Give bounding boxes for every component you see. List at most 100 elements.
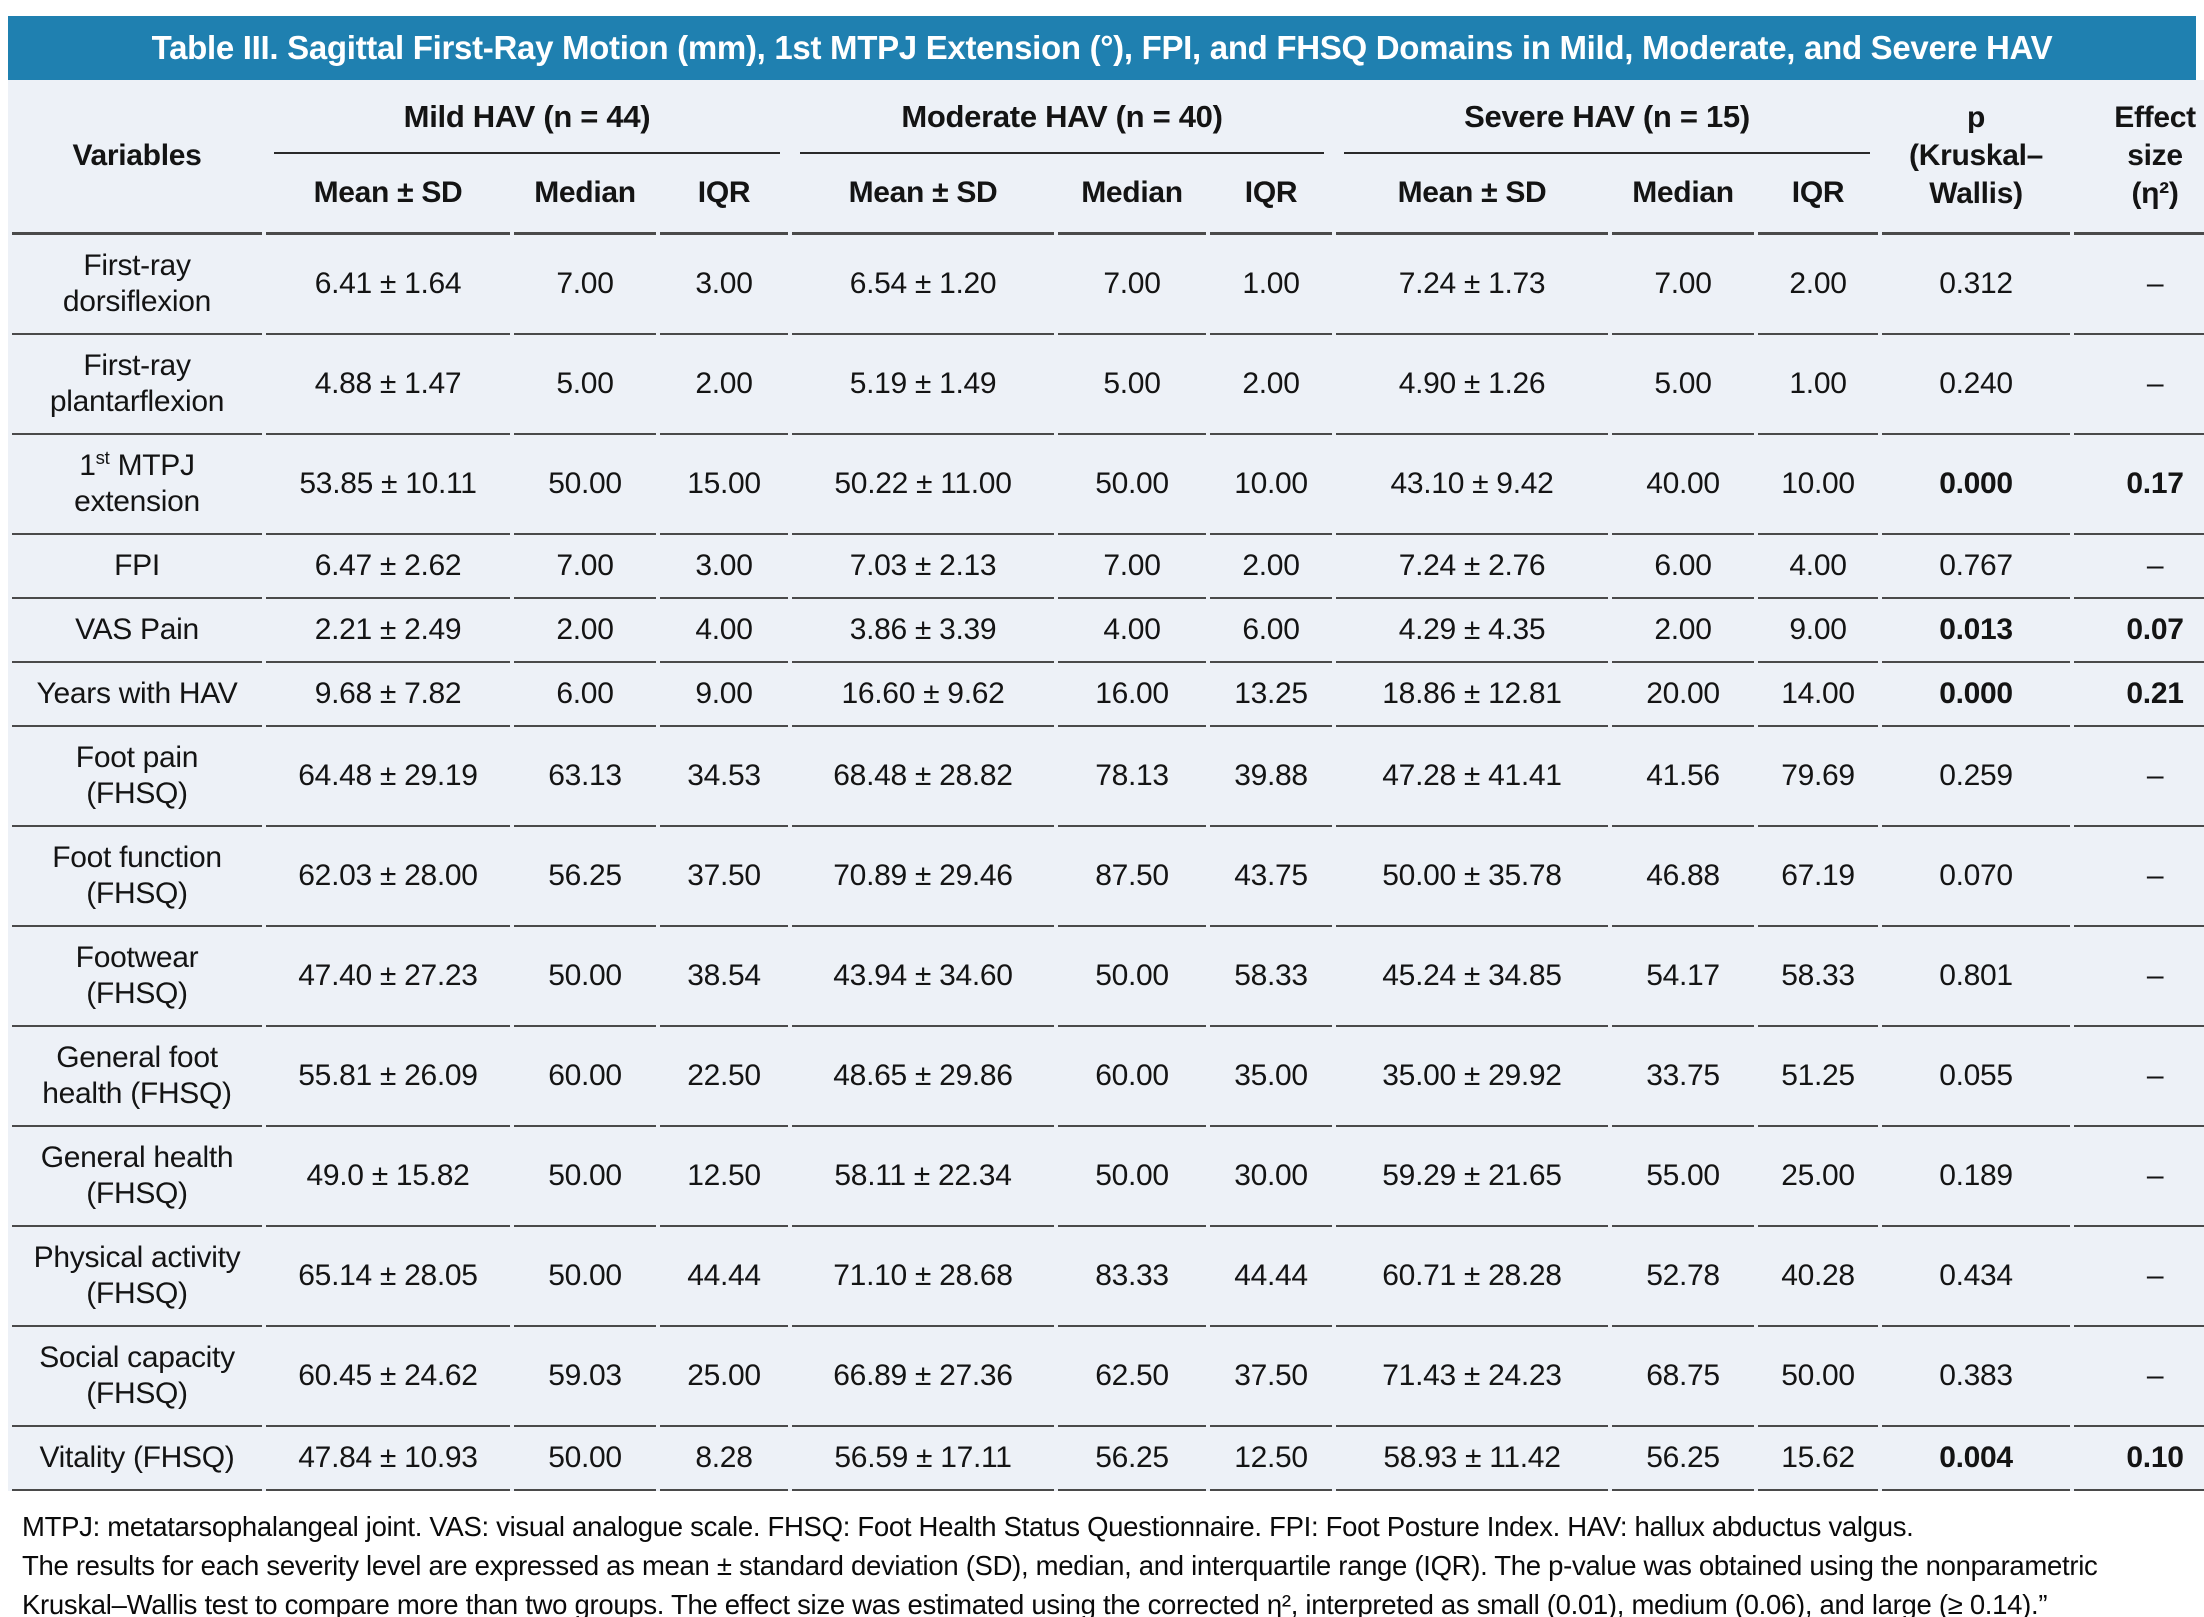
cell-severe-median: 2.00 bbox=[1612, 599, 1754, 663]
cell-severe-mean-sd: 71.43 ± 24.23 bbox=[1336, 1327, 1608, 1427]
table-body: First-ray dorsiflexion 6.41 ± 1.64 7.00 … bbox=[12, 235, 2204, 1491]
cell-mild-iqr: 3.00 bbox=[660, 235, 788, 335]
cell-severe-iqr: 51.25 bbox=[1758, 1027, 1879, 1127]
cell-p-value: 0.070 bbox=[1882, 827, 2071, 927]
cell-mild-median: 2.00 bbox=[514, 599, 656, 663]
group-underline-severe bbox=[1344, 152, 1871, 154]
cell-mild-median: 50.00 bbox=[514, 1427, 656, 1491]
cell-severe-median: 20.00 bbox=[1612, 663, 1754, 727]
cell-severe-median: 54.17 bbox=[1612, 927, 1754, 1027]
cell-effect-size: – bbox=[2074, 1127, 2204, 1227]
cell-mild-iqr: 25.00 bbox=[660, 1327, 788, 1427]
cell-severe-median: 7.00 bbox=[1612, 235, 1754, 335]
cell-severe-median: 68.75 bbox=[1612, 1327, 1754, 1427]
row-variable-label: General foot health (FHSQ) bbox=[12, 1027, 262, 1127]
cell-severe-mean-sd: 58.93 ± 11.42 bbox=[1336, 1427, 1608, 1491]
table-header: Variables Mild HAV (n = 44) Moderate HAV… bbox=[12, 80, 2204, 235]
cell-moderate-mean-sd: 66.89 ± 27.36 bbox=[792, 1327, 1054, 1427]
cell-mild-median: 60.00 bbox=[514, 1027, 656, 1127]
cell-mild-iqr: 37.50 bbox=[660, 827, 788, 927]
table-footnotes: MTPJ: metatarsophalangeal joint. VAS: vi… bbox=[8, 1491, 2196, 1617]
column-header-mild-mean-sd: Mean ± SD bbox=[266, 154, 510, 235]
cell-p-value: 0.801 bbox=[1882, 927, 2071, 1027]
cell-severe-mean-sd: 4.29 ± 4.35 bbox=[1336, 599, 1608, 663]
group-header-moderate: Moderate HAV (n = 40) bbox=[792, 80, 1332, 154]
cell-moderate-iqr: 1.00 bbox=[1210, 235, 1332, 335]
group-header-row: Variables Mild HAV (n = 44) Moderate HAV… bbox=[12, 80, 2204, 235]
cell-mild-mean-sd: 62.03 ± 28.00 bbox=[266, 827, 510, 927]
cell-moderate-median: 7.00 bbox=[1058, 535, 1206, 599]
cell-effect-size: 0.07 bbox=[2074, 599, 2204, 663]
table-row: First-ray plantarflexion 4.88 ± 1.47 5.0… bbox=[12, 335, 2204, 435]
row-variable-label: Physical activity (FHSQ) bbox=[12, 1227, 262, 1327]
row-variable-label: 1st MTPJ extension bbox=[12, 435, 262, 535]
cell-severe-iqr: 58.33 bbox=[1758, 927, 1879, 1027]
cell-mild-iqr: 12.50 bbox=[660, 1127, 788, 1227]
cell-severe-mean-sd: 59.29 ± 21.65 bbox=[1336, 1127, 1608, 1227]
table-row: Foot function (FHSQ) 62.03 ± 28.00 56.25… bbox=[12, 827, 2204, 927]
cell-severe-median: 40.00 bbox=[1612, 435, 1754, 535]
row-variable-label: First-ray dorsiflexion bbox=[12, 235, 262, 335]
table-row: Physical activity (FHSQ) 65.14 ± 28.05 5… bbox=[12, 1227, 2204, 1327]
cell-moderate-median: 62.50 bbox=[1058, 1327, 1206, 1427]
cell-mild-iqr: 3.00 bbox=[660, 535, 788, 599]
row-variable-label: FPI bbox=[12, 535, 262, 599]
cell-moderate-median: 50.00 bbox=[1058, 435, 1206, 535]
row-variable-label: Foot pain (FHSQ) bbox=[12, 727, 262, 827]
cell-moderate-iqr: 2.00 bbox=[1210, 535, 1332, 599]
cell-mild-mean-sd: 6.41 ± 1.64 bbox=[266, 235, 510, 335]
cell-moderate-iqr: 39.88 bbox=[1210, 727, 1332, 827]
cell-moderate-median: 56.25 bbox=[1058, 1427, 1206, 1491]
cell-moderate-iqr: 13.25 bbox=[1210, 663, 1332, 727]
cell-moderate-median: 60.00 bbox=[1058, 1027, 1206, 1127]
cell-mild-median: 7.00 bbox=[514, 535, 656, 599]
cell-mild-iqr: 34.53 bbox=[660, 727, 788, 827]
cell-moderate-median: 4.00 bbox=[1058, 599, 1206, 663]
cell-severe-iqr: 4.00 bbox=[1758, 535, 1879, 599]
cell-p-value: 0.000 bbox=[1882, 663, 2071, 727]
cell-severe-iqr: 1.00 bbox=[1758, 335, 1879, 435]
cell-mild-mean-sd: 4.88 ± 1.47 bbox=[266, 335, 510, 435]
cell-moderate-mean-sd: 70.89 ± 29.46 bbox=[792, 827, 1054, 927]
column-header-moderate-iqr: IQR bbox=[1210, 154, 1332, 235]
cell-moderate-mean-sd: 71.10 ± 28.68 bbox=[792, 1227, 1054, 1327]
table-row: 1st MTPJ extension 53.85 ± 10.11 50.00 1… bbox=[12, 435, 2204, 535]
cell-severe-mean-sd: 7.24 ± 2.76 bbox=[1336, 535, 1608, 599]
column-header-variables: Variables bbox=[12, 80, 262, 235]
cell-mild-mean-sd: 53.85 ± 10.11 bbox=[266, 435, 510, 535]
cell-mild-mean-sd: 9.68 ± 7.82 bbox=[266, 663, 510, 727]
cell-moderate-median: 83.33 bbox=[1058, 1227, 1206, 1327]
cell-p-value: 0.767 bbox=[1882, 535, 2071, 599]
cell-moderate-mean-sd: 50.22 ± 11.00 bbox=[792, 435, 1054, 535]
sub-header-row: Mean ± SD Median IQR Mean ± SD Median IQ… bbox=[12, 154, 2204, 235]
column-header-severe-mean-sd: Mean ± SD bbox=[1336, 154, 1608, 235]
column-header-effect-size: Effect size (η²) bbox=[2074, 80, 2204, 235]
table-row: Footwear (FHSQ) 47.40 ± 27.23 50.00 38.5… bbox=[12, 927, 2204, 1027]
cell-effect-size: – bbox=[2074, 1227, 2204, 1327]
cell-severe-iqr: 14.00 bbox=[1758, 663, 1879, 727]
cell-effect-size: – bbox=[2074, 235, 2204, 335]
cell-mild-iqr: 22.50 bbox=[660, 1027, 788, 1127]
cell-severe-mean-sd: 60.71 ± 28.28 bbox=[1336, 1227, 1608, 1327]
cell-effect-size: – bbox=[2074, 927, 2204, 1027]
cell-severe-median: 6.00 bbox=[1612, 535, 1754, 599]
cell-moderate-median: 16.00 bbox=[1058, 663, 1206, 727]
data-table: Variables Mild HAV (n = 44) Moderate HAV… bbox=[8, 80, 2204, 1491]
table-row: FPI 6.47 ± 2.62 7.00 3.00 7.03 ± 2.13 7.… bbox=[12, 535, 2204, 599]
cell-severe-mean-sd: 50.00 ± 35.78 bbox=[1336, 827, 1608, 927]
column-header-mild-median: Median bbox=[514, 154, 656, 235]
cell-moderate-mean-sd: 16.60 ± 9.62 bbox=[792, 663, 1054, 727]
table-row: VAS Pain 2.21 ± 2.49 2.00 4.00 3.86 ± 3.… bbox=[12, 599, 2204, 663]
table-row: Foot pain (FHSQ) 64.48 ± 29.19 63.13 34.… bbox=[12, 727, 2204, 827]
cell-mild-iqr: 44.44 bbox=[660, 1227, 788, 1327]
cell-mild-median: 56.25 bbox=[514, 827, 656, 927]
effect-header-line-3: (η²) bbox=[2131, 177, 2179, 210]
cell-p-value: 0.312 bbox=[1882, 235, 2071, 335]
cell-mild-iqr: 4.00 bbox=[660, 599, 788, 663]
cell-mild-mean-sd: 2.21 ± 2.49 bbox=[266, 599, 510, 663]
cell-severe-mean-sd: 45.24 ± 34.85 bbox=[1336, 927, 1608, 1027]
cell-moderate-iqr: 58.33 bbox=[1210, 927, 1332, 1027]
cell-severe-mean-sd: 7.24 ± 1.73 bbox=[1336, 235, 1608, 335]
group-header-mild-label: Mild HAV (n = 44) bbox=[403, 99, 651, 134]
